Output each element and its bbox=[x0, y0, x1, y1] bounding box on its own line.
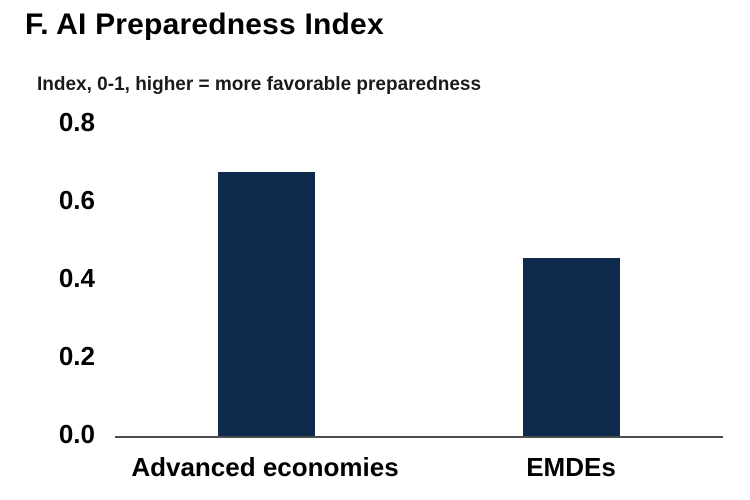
bar-emdes bbox=[523, 258, 620, 437]
y-axis-tick-label: 0.6 bbox=[58, 185, 95, 215]
y-axis-tick-label: 0.8 bbox=[58, 107, 95, 137]
x-axis-label-emdes: EMDEs bbox=[526, 452, 616, 482]
y-axis-tick-label: 0.2 bbox=[58, 341, 95, 371]
x-axis-label-advanced-economies: Advanced economies bbox=[131, 452, 399, 482]
chart-title: F. AI Preparedness Index bbox=[25, 8, 384, 41]
y-axis-tick-label: 0.0 bbox=[58, 419, 95, 449]
x-axis-line bbox=[115, 436, 723, 438]
y-axis-tick-label: 0.4 bbox=[58, 263, 95, 293]
chart-subtitle: Index, 0-1, higher = more favorable prep… bbox=[37, 74, 482, 95]
bar-advanced-economies bbox=[218, 172, 315, 437]
